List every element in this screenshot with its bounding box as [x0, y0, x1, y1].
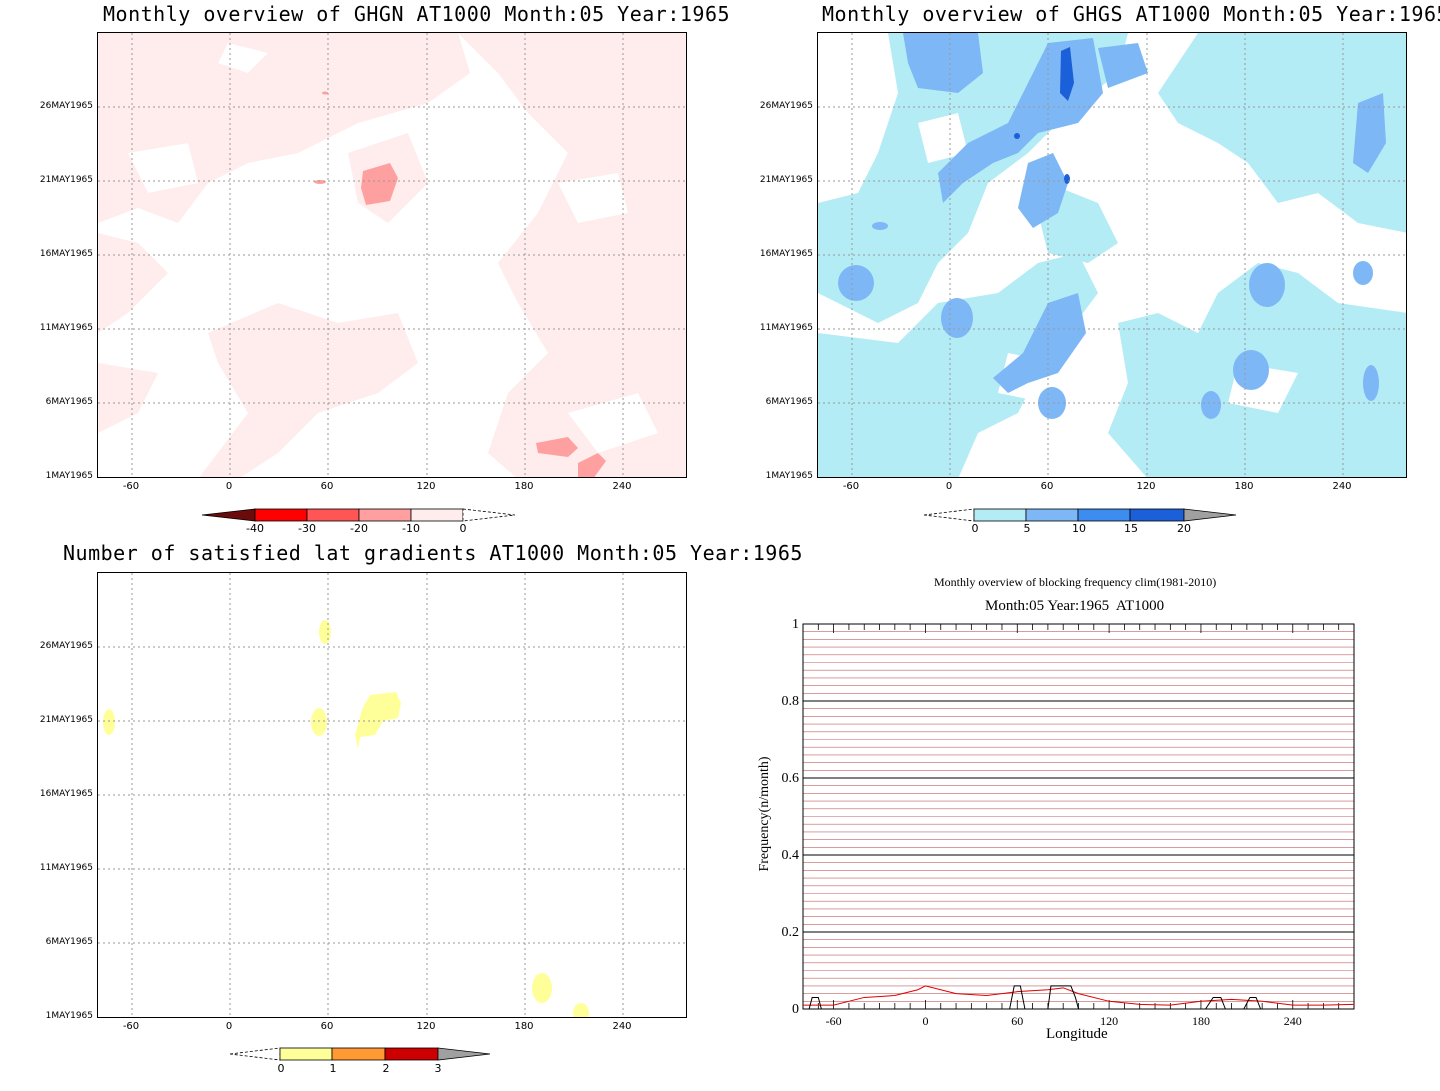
nsat-xtick: -60	[122, 1021, 140, 1032]
y-tick-label: 0.8	[782, 694, 800, 709]
ghgn-cb-label: -20	[350, 522, 368, 535]
x-tick-label: 180	[1192, 1014, 1210, 1028]
ghgs-xtick: 120	[1136, 481, 1156, 492]
ghgn-xtick: 120	[416, 481, 436, 492]
x-tick-label: 120	[1100, 1014, 1118, 1028]
ghgs-xtick: 0	[945, 481, 953, 492]
y-tick-label: 0.4	[782, 848, 800, 863]
ghgn-xtick: -60	[122, 481, 140, 492]
ghgs-ytick: 11MAY1965	[759, 323, 813, 333]
ghgn-cb-label: 0	[459, 522, 467, 535]
nsat-cb-label: 1	[329, 1062, 337, 1075]
nsat-xtick: 60	[320, 1021, 334, 1032]
nsat-xtick: 240	[612, 1021, 632, 1032]
ghgn-ytick: 1MAY1965	[45, 471, 93, 481]
ghgs-cb-label: 5	[1023, 522, 1031, 535]
ghgs-xtick: 240	[1332, 481, 1352, 492]
nsat-cb-label: 2	[382, 1062, 390, 1075]
ghgn-title: Monthly overview of GHGN AT1000 Month:05…	[103, 2, 731, 26]
nsat-xtick: 180	[514, 1021, 534, 1032]
nsat-cb-label: 3	[434, 1062, 442, 1075]
nsat-ytick: 16MAY1965	[39, 789, 93, 799]
ghgs-cb-label: 15	[1124, 522, 1138, 535]
ghgn-ytick: 26MAY1965	[39, 101, 93, 111]
ghgs-xtick: 180	[1234, 481, 1254, 492]
ghgs-cb-label: 10	[1072, 522, 1086, 535]
nsat-colorbar	[229, 1047, 491, 1061]
ghgn-cb-label: -40	[246, 522, 264, 535]
x-tick-label: 0	[922, 1014, 928, 1028]
nsat-ytick: 21MAY1965	[39, 715, 93, 725]
series-line-0	[803, 985, 1355, 1006]
freq-xlabel: Longitude	[1046, 1026, 1108, 1042]
y-tick-label: 0.2	[782, 925, 800, 940]
ghgn-ytick: 21MAY1965	[39, 175, 93, 185]
freq-chart: -60 0 60 120 180 240 0 0.2 0.4 0.6 0.8 1	[782, 617, 1355, 1028]
ghgn-xtick: 240	[612, 481, 632, 492]
x-tick-label: 60	[1011, 1014, 1023, 1028]
freq-subtitle: Month:05 Year:1965 AT1000	[985, 598, 1165, 614]
nsat-title: Number of satisfied lat gradients AT1000…	[63, 541, 803, 565]
ghgs-cb-label: 20	[1177, 522, 1191, 535]
nsat-map	[97, 572, 687, 1018]
ghgs-ytick: 26MAY1965	[759, 101, 813, 111]
x-tick-label: -60	[826, 1014, 842, 1028]
ghgs-colorbar	[923, 508, 1237, 522]
ghgn-map	[97, 32, 687, 478]
ghgs-map	[817, 32, 1407, 478]
freq-title: Monthly overview of blocking frequency c…	[934, 575, 1217, 589]
series-line-1	[803, 985, 1354, 1010]
ghgn-ytick: 16MAY1965	[39, 249, 93, 259]
y-tick-label: 0	[792, 1002, 799, 1017]
nsat-ytick: 11MAY1965	[39, 863, 93, 873]
ghgs-ytick: 1MAY1965	[765, 471, 813, 481]
ghgn-xtick: 0	[225, 481, 233, 492]
nsat-ytick: 6MAY1965	[45, 937, 93, 947]
ghgs-ytick: 6MAY1965	[765, 397, 813, 407]
y-tick-label: 1	[792, 617, 799, 632]
nsat-ytick: 26MAY1965	[39, 641, 93, 651]
ghgn-colorbar	[201, 508, 516, 522]
nsat-xtick: 120	[416, 1021, 436, 1032]
ghgn-xtick: 60	[320, 481, 334, 492]
ghgn-cb-label: -30	[298, 522, 316, 535]
nsat-ytick: 1MAY1965	[45, 1011, 93, 1021]
ghgn-cb-label: -10	[402, 522, 420, 535]
ghgs-cb-label: 0	[971, 522, 979, 535]
ghgs-title: Monthly overview of GHGS AT1000 Month:05…	[822, 2, 1440, 26]
ghgn-xtick: 180	[514, 481, 534, 492]
y-tick-label: 0.6	[782, 771, 800, 786]
ghgn-ytick: 6MAY1965	[45, 397, 93, 407]
nsat-xtick: 0	[225, 1021, 233, 1032]
x-tick-label: 240	[1284, 1014, 1302, 1028]
ghgs-ytick: 16MAY1965	[759, 249, 813, 259]
ghgs-xtick: -60	[842, 481, 860, 492]
nsat-cb-label: 0	[277, 1062, 285, 1075]
ghgn-ytick: 11MAY1965	[39, 323, 93, 333]
ghgs-xtick: 60	[1040, 481, 1054, 492]
ghgs-ytick: 21MAY1965	[759, 175, 813, 185]
